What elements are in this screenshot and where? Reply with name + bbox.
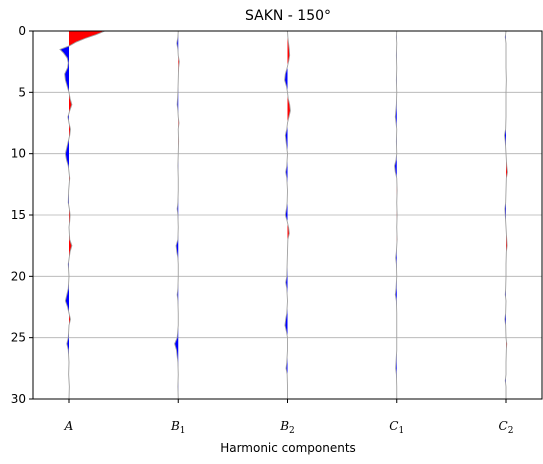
x-tick-label-C2: C2 (499, 419, 514, 436)
x-tick-label-B1: B1 (170, 419, 186, 436)
trace-line-B1 (174, 30, 180, 400)
trace-line-C2 (504, 30, 508, 399)
y-tick-label: 20 (11, 269, 26, 283)
x-tick-label-C1: C1 (389, 419, 404, 436)
y-tick-label: 25 (11, 331, 26, 345)
trace-C1 (394, 30, 398, 399)
trace-B2 (284, 30, 291, 399)
x-tick-label-A: A (64, 419, 74, 433)
chart-title: SAKN - 150° (245, 8, 331, 24)
trace-line-B2 (284, 30, 291, 399)
trace-C2 (504, 30, 508, 399)
x-tick-label-B2: B2 (279, 419, 295, 436)
y-tick-label: 5 (18, 85, 26, 99)
trace-B1 (174, 30, 180, 400)
positive-lobes-B2 (287, 31, 291, 252)
traces-group (59, 30, 508, 400)
y-tick-label: 15 (11, 208, 26, 222)
trace-line-C1 (394, 30, 398, 399)
x-axis: A B1 B2 C1 C2 (64, 399, 514, 436)
y-tick-label: 0 (18, 24, 26, 38)
trace-A (59, 30, 106, 400)
y-tick-label: 30 (11, 392, 26, 406)
y-axis: 0 5 10 15 20 25 30 (11, 24, 33, 406)
x-axis-title: Harmonic components (220, 441, 356, 455)
trace-line-A (59, 30, 106, 400)
y-tick-label: 10 (11, 147, 26, 161)
